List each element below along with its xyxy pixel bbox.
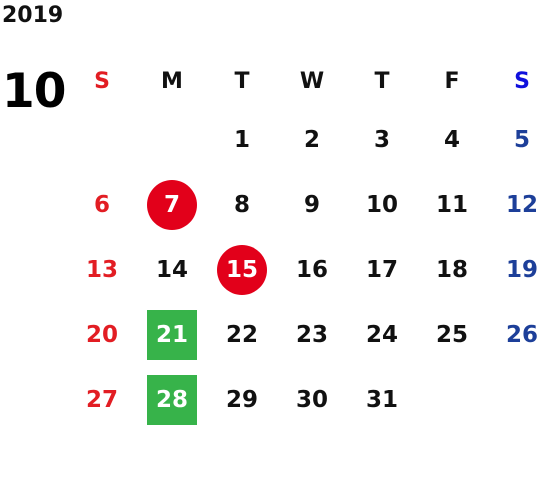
week-row: 1 2 3 4 5 <box>67 107 548 172</box>
day-cell[interactable]: 14 <box>155 256 188 283</box>
empty-day-cell <box>147 115 197 165</box>
day-cell[interactable]: 6 <box>93 191 110 218</box>
weekday-thursday: T <box>374 68 390 94</box>
week-row: 13 14 15 16 17 18 19 <box>67 237 548 302</box>
empty-day-cell <box>497 375 547 425</box>
day-cell-boxed[interactable]: 28 <box>147 374 197 425</box>
day-cell[interactable]: 17 <box>365 256 398 283</box>
day-cell[interactable]: 23 <box>295 321 328 348</box>
day-cell-circled[interactable]: 15 <box>217 244 267 295</box>
day-cell[interactable]: 13 <box>85 256 118 283</box>
day-cell-circled[interactable]: 7 <box>147 179 197 230</box>
day-cell[interactable]: 29 <box>225 386 258 413</box>
weekday-wednesday: W <box>299 68 325 94</box>
day-cell[interactable]: 31 <box>365 386 398 413</box>
day-cell[interactable]: 16 <box>295 256 328 283</box>
day-cell[interactable]: 19 <box>505 256 538 283</box>
day-cell[interactable]: 25 <box>435 321 468 348</box>
day-cell[interactable]: 8 <box>233 191 250 218</box>
day-cell[interactable]: 5 <box>513 126 530 153</box>
day-cell[interactable]: 4 <box>443 126 460 153</box>
empty-day-cell <box>427 375 477 425</box>
day-cell[interactable]: 11 <box>435 191 468 218</box>
weekday-monday: M <box>161 68 183 94</box>
day-cell[interactable]: 2 <box>303 126 320 153</box>
empty-day-cell <box>77 115 127 165</box>
day-cell[interactable]: 3 <box>373 126 390 153</box>
day-cell[interactable]: 12 <box>505 191 538 218</box>
week-row: 20 21 22 23 24 25 26 <box>67 302 548 367</box>
day-cell[interactable]: 24 <box>365 321 398 348</box>
day-cell[interactable]: 20 <box>85 321 118 348</box>
day-cell[interactable]: 10 <box>365 191 398 218</box>
day-cell[interactable]: 9 <box>303 191 320 218</box>
weekday-tuesday: T <box>234 68 250 94</box>
week-row: 27 28 29 30 31 <box>67 367 548 432</box>
weekday-friday: F <box>444 68 460 94</box>
calendar-grid: S M T W T F S 1 2 3 4 5 6 7 8 9 10 11 12… <box>67 55 548 432</box>
weekday-sunday: S <box>94 68 110 94</box>
weekday-saturday: S <box>514 68 530 94</box>
day-cell[interactable]: 30 <box>295 386 328 413</box>
day-cell[interactable]: 26 <box>505 321 538 348</box>
day-cell[interactable]: 27 <box>85 386 118 413</box>
day-cell[interactable]: 22 <box>225 321 258 348</box>
month-number: 10 <box>2 64 66 119</box>
weekday-header-row: S M T W T F S <box>67 55 548 107</box>
year-label: 2019 <box>2 3 64 28</box>
day-cell[interactable]: 1 <box>233 126 250 153</box>
day-cell-boxed[interactable]: 21 <box>147 309 197 360</box>
day-cell[interactable]: 18 <box>435 256 468 283</box>
week-row: 6 7 8 9 10 11 12 <box>67 172 548 237</box>
